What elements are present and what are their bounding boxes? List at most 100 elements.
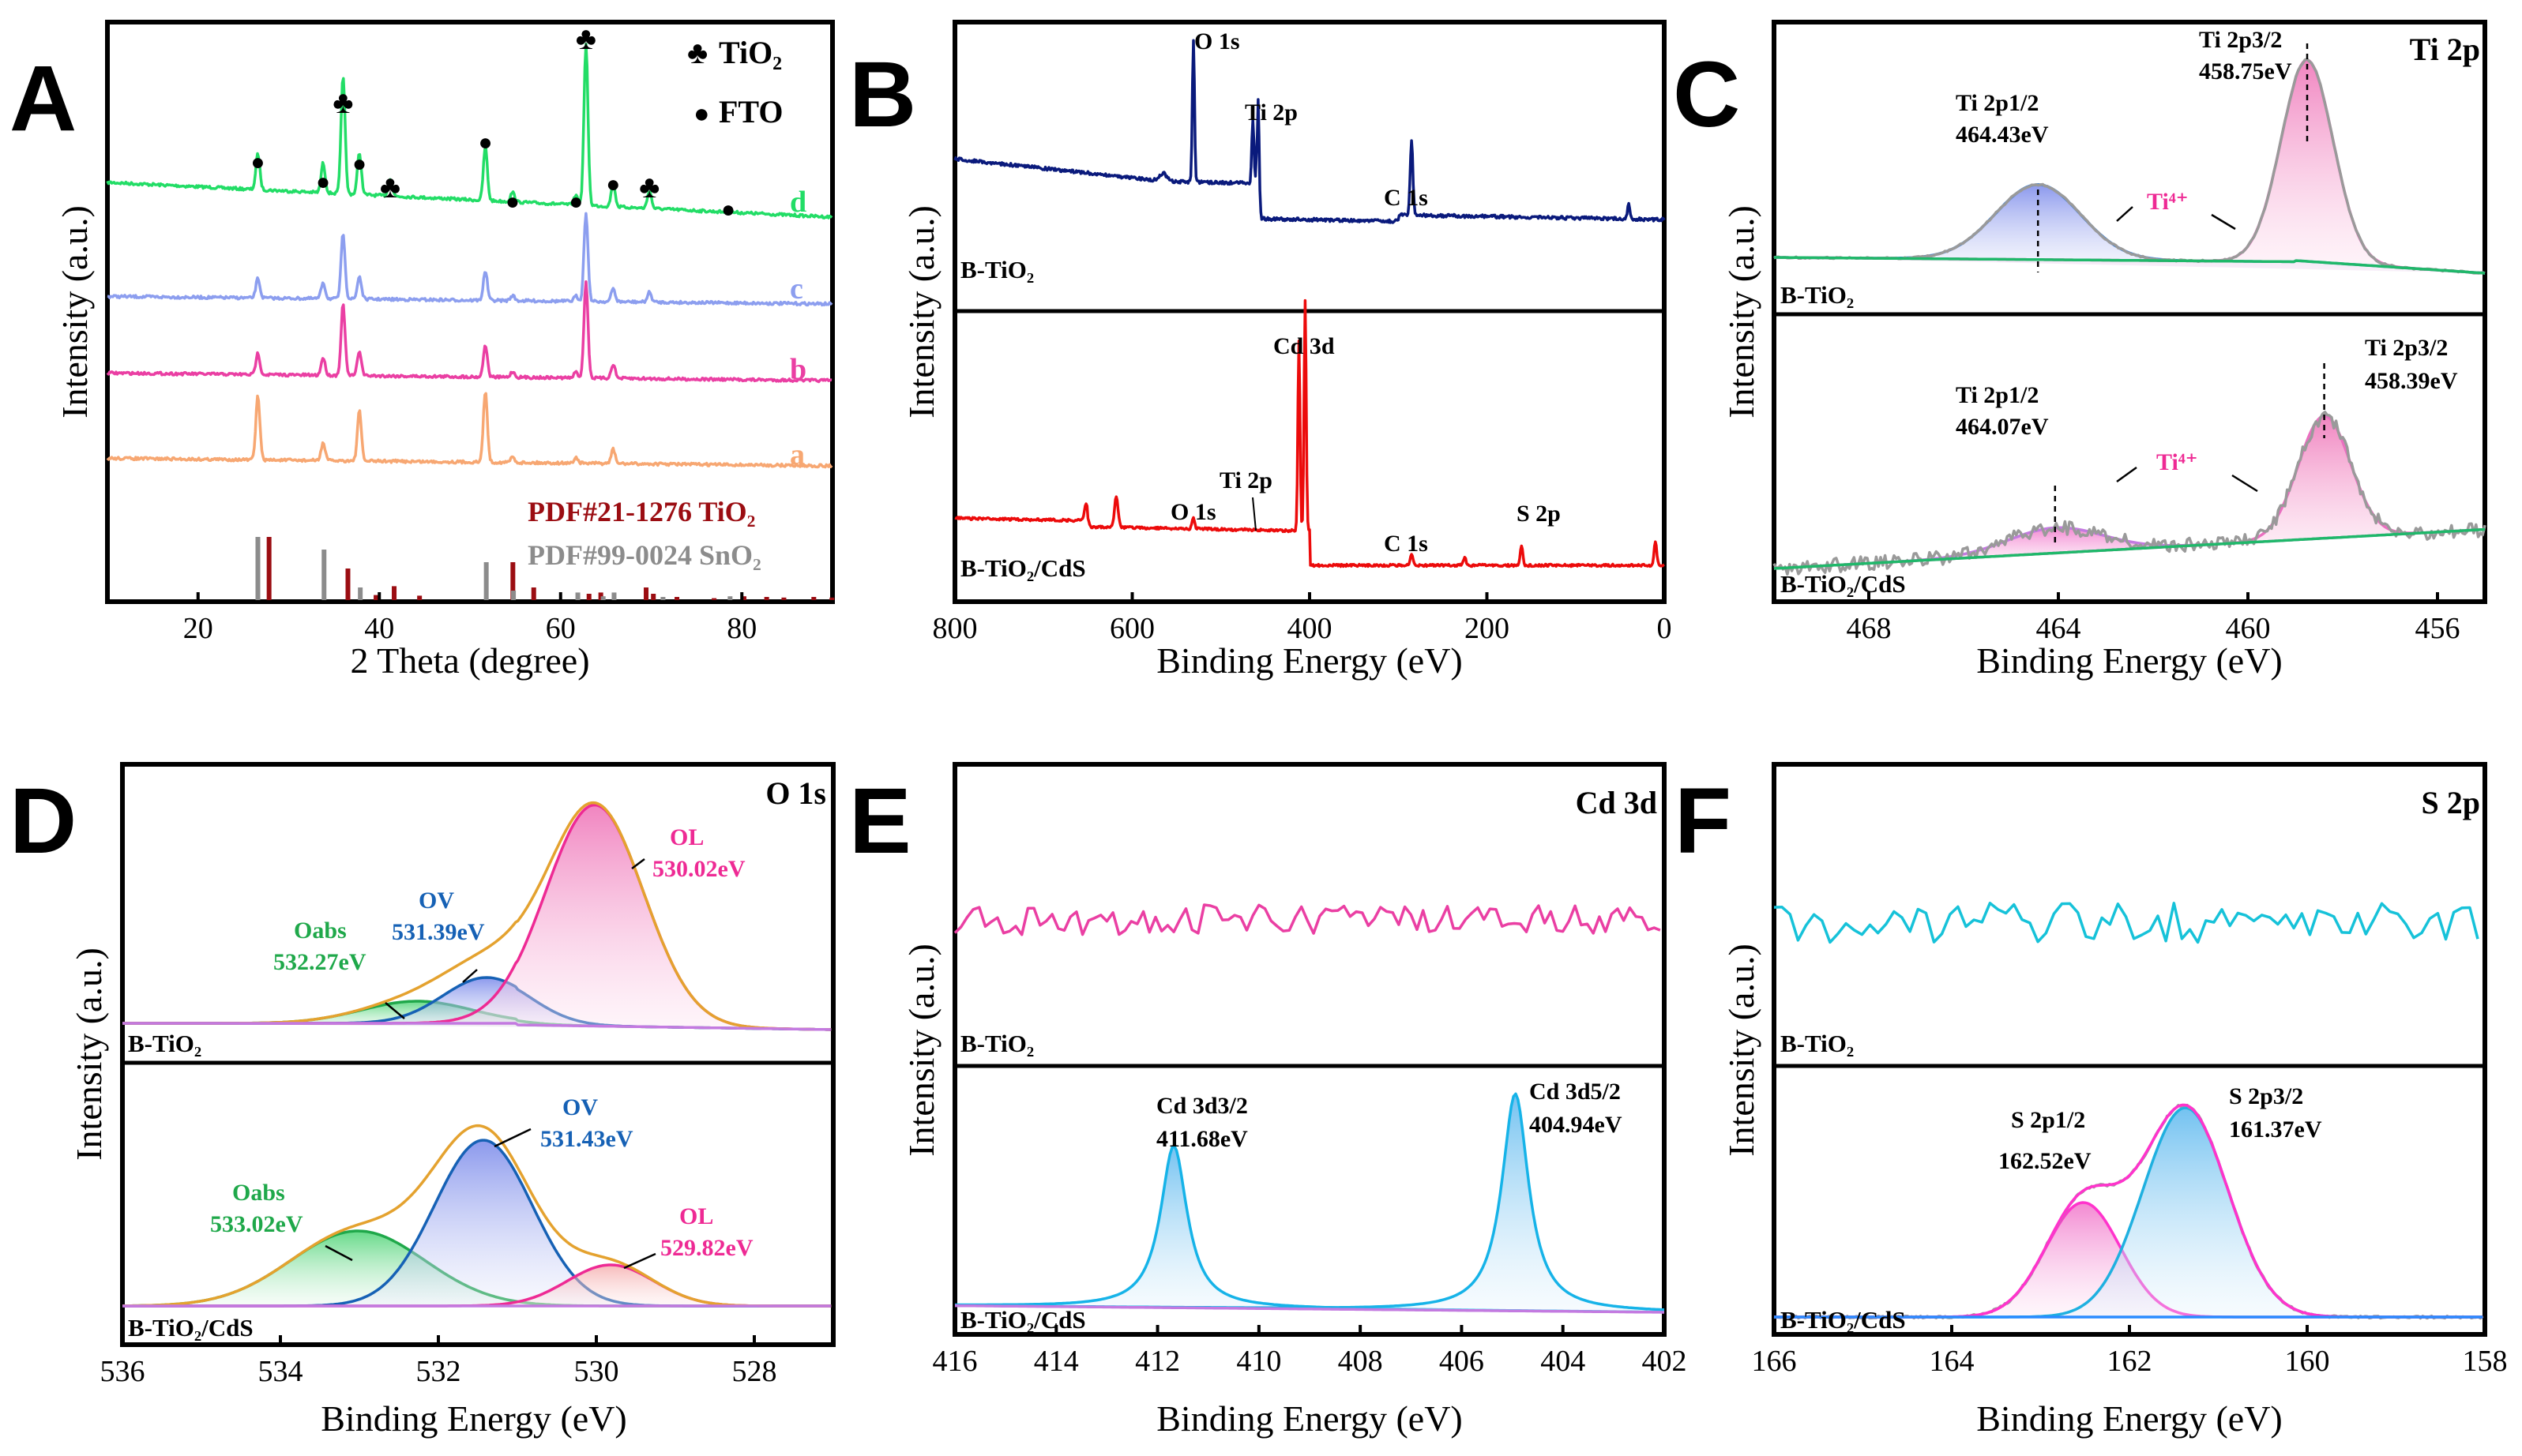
panel-d-ylabel: Intensity (a.u.) [69,948,109,1161]
c-top-satellite: Ti⁴⁺ [2147,189,2189,215]
b-tio2-survey-line [953,39,1666,224]
d-top-ov-pointer [462,969,478,983]
panel-d-xlabel: Binding Energy (eV) [321,1398,627,1439]
panel-f-tick-label-3: 160 [2285,1345,2330,1378]
f-tio2cds-sample-label: B-TiO₂/CdS [1780,1306,1906,1334]
c-top-peak1-energy: 464.43eV [1956,122,2049,148]
panel-c-tick-label-1: 464 [2036,612,2081,645]
xrd-line-c [107,212,833,307]
panel-e-tick-label-2: 412 [1135,1345,1180,1378]
panel-a-reference-lines [255,537,835,600]
panel-b-xlabel: Binding Energy (eV) [1156,640,1463,681]
panel-f-ticks: 166 164 162 160 158 [1752,1325,2508,1378]
d-bot-oabs-energy: 533.02eV [210,1211,303,1237]
c-bot-peak2-energy: 458.39eV [2365,368,2458,394]
xrd-line-a [106,392,833,469]
ref-tio2-label: PDF#21-1276 TiO₂ [528,496,755,527]
d-tio2-sample-label: B-TiO₂ [128,1030,201,1057]
d-top-oabs-label: Oabs [294,918,347,944]
e-tio2cds-fit [955,1092,1665,1314]
ref-sno2-label: PDF#99-0024 SnO₂ [528,539,761,571]
c-bot-sat-tick-2 [2231,474,2258,493]
d-bot-oabs-label: Oabs [232,1180,285,1206]
b-c1s-label: C 1s [1384,185,1428,211]
panel-f-tick-label-1: 164 [1930,1345,1975,1378]
d-bot-ov-label: OV [562,1094,598,1120]
panel-a-tick-label-0: 20 [183,612,213,645]
panel-c: C Ti 2p 468 464 460 456 Ti 2p1/2 464.43eV T… [1673,20,2487,681]
panel-f-ylabel: Intensity (a.u.) [1721,944,1761,1157]
d-bot-ol-energy: 529.82eV [660,1235,754,1261]
d-bot-ov-energy: 531.43eV [540,1126,633,1152]
c-bot-peak2-label: Ti 2p3/2 [2365,335,2448,361]
panel-f: F S 2p 166 164 162 160 158 B-TiO₂ S 2p1/2 16… [1674,762,2508,1439]
panel-a-tick-label-2: 60 [546,612,576,645]
panel-f-xlabel: Binding Energy (eV) [1976,1398,2283,1439]
panel-d: D O 1s 536 534 532 530 528 Oabs 532.27eV OV … [9,762,836,1439]
panel-c-xlabel: Binding Energy (eV) [1976,640,2283,681]
panel-b-tick-label-4: 0 [1657,612,1672,645]
panel-f-label: F [1674,769,1731,873]
panel-b-tick-label-0: 800 [933,612,978,645]
panel-f-tick-label-4: 158 [2463,1345,2508,1378]
fto-peak-marker-4: ● [506,189,520,215]
panel-a: A ● ● ● ● ● ● ● ● ♣ ♣ ♣ ♣ 20 40 60 80 ♣ TiO₂ ● FTO d c… [9,20,835,681]
panel-a-frame [105,20,835,604]
d-tio2cds-fit [122,1124,832,1308]
panel-e-xlabel: Binding Energy (eV) [1156,1398,1463,1439]
panel-a-label: A [9,47,77,151]
panel-e-tick-label-0: 416 [933,1345,978,1378]
fto-peak-marker-0: ● [250,149,265,175]
panel-d-frame [120,762,836,1347]
e-tio2cds-sample-label: B-TiO₂/CdS [960,1306,1086,1334]
d-top-ov-label: OV [419,887,454,914]
b-tio2cds-sample-label: B-TiO₂/CdS [960,554,1086,582]
panel-f-tick-label-0: 166 [1752,1345,1797,1378]
d-bot-ol-label: OL [679,1203,713,1229]
panel-b-label: B [849,43,916,147]
d-top-oabs-pointer [385,1002,405,1019]
series-a-label: a [790,438,805,471]
panel-b-tick-label-3: 200 [1464,612,1509,645]
d-tio2cds-sample-label: B-TiO₂/CdS [128,1314,254,1342]
panel-e-tick-label-5: 406 [1439,1345,1484,1378]
b-ti2p-pointer [1252,497,1257,531]
d-bot-ov-pointer [494,1128,532,1148]
f-peak2-label: S 2p3/2 [2229,1083,2303,1109]
cBot-comp-fill-1 [1774,415,2485,569]
f-tio2cds-fit [1773,1103,2484,1320]
b-s2p-label: S 2p [1517,501,1561,527]
panel-b: B 800 600 400 200 0 O 1s Ti 2p C 1s B-TiO₂ C… [849,20,1672,681]
c-tio2cds-sample-label: B-TiO₂/CdS [1780,570,1906,598]
panel-b-ylabel: Intensity (a.u.) [901,205,942,418]
cTop-comp-fill-0 [1774,184,2485,273]
tio2-peak-marker-9: ♣ [380,169,400,205]
e-tio2-sample-label: B-TiO₂ [960,1030,1034,1057]
xrd-line-d [106,43,833,220]
panel-c-ylabel: Intensity (a.u.) [1721,205,1761,418]
fto-peak-marker-6: ● [606,171,620,197]
f-peak1-energy: 162.52eV [1998,1148,2092,1174]
cTop-comp-line-1 [1774,58,2486,275]
panel-e-tick-label-4: 408 [1338,1345,1383,1378]
panel-e-tick-label-6: 404 [1540,1345,1585,1378]
panel-c-title: Ti 2p [2410,32,2480,67]
e-tio2-line [953,903,1661,936]
panel-a-tick-label-1: 40 [364,612,394,645]
d-bot-ol-pointer [623,1252,656,1270]
f-peak2-energy: 161.37eV [2229,1116,2322,1143]
panel-e-ticks: 416 414 412 410 408 406 404 402 [933,1325,1687,1378]
panel-d-tick-label-1: 534 [258,1355,303,1388]
b-tio2-sample-label: B-TiO₂ [960,256,1034,283]
panel-e-label: E [849,769,911,873]
b-o1s-label: O 1s [1194,28,1240,54]
panel-c-tick-label-0: 468 [1847,612,1892,645]
panel-d-tick-label-3: 530 [574,1355,619,1388]
panel-e-tick-label-3: 410 [1236,1345,1281,1378]
panel-d-title: O 1s [765,775,826,811]
d-bot-oabs-pointer [325,1244,353,1262]
panel-c-ticks: 468 464 460 456 [1847,592,2460,645]
fto-peak-marker-7: ● [721,197,735,223]
panel-a-ticks: 20 40 60 80 [183,592,757,645]
